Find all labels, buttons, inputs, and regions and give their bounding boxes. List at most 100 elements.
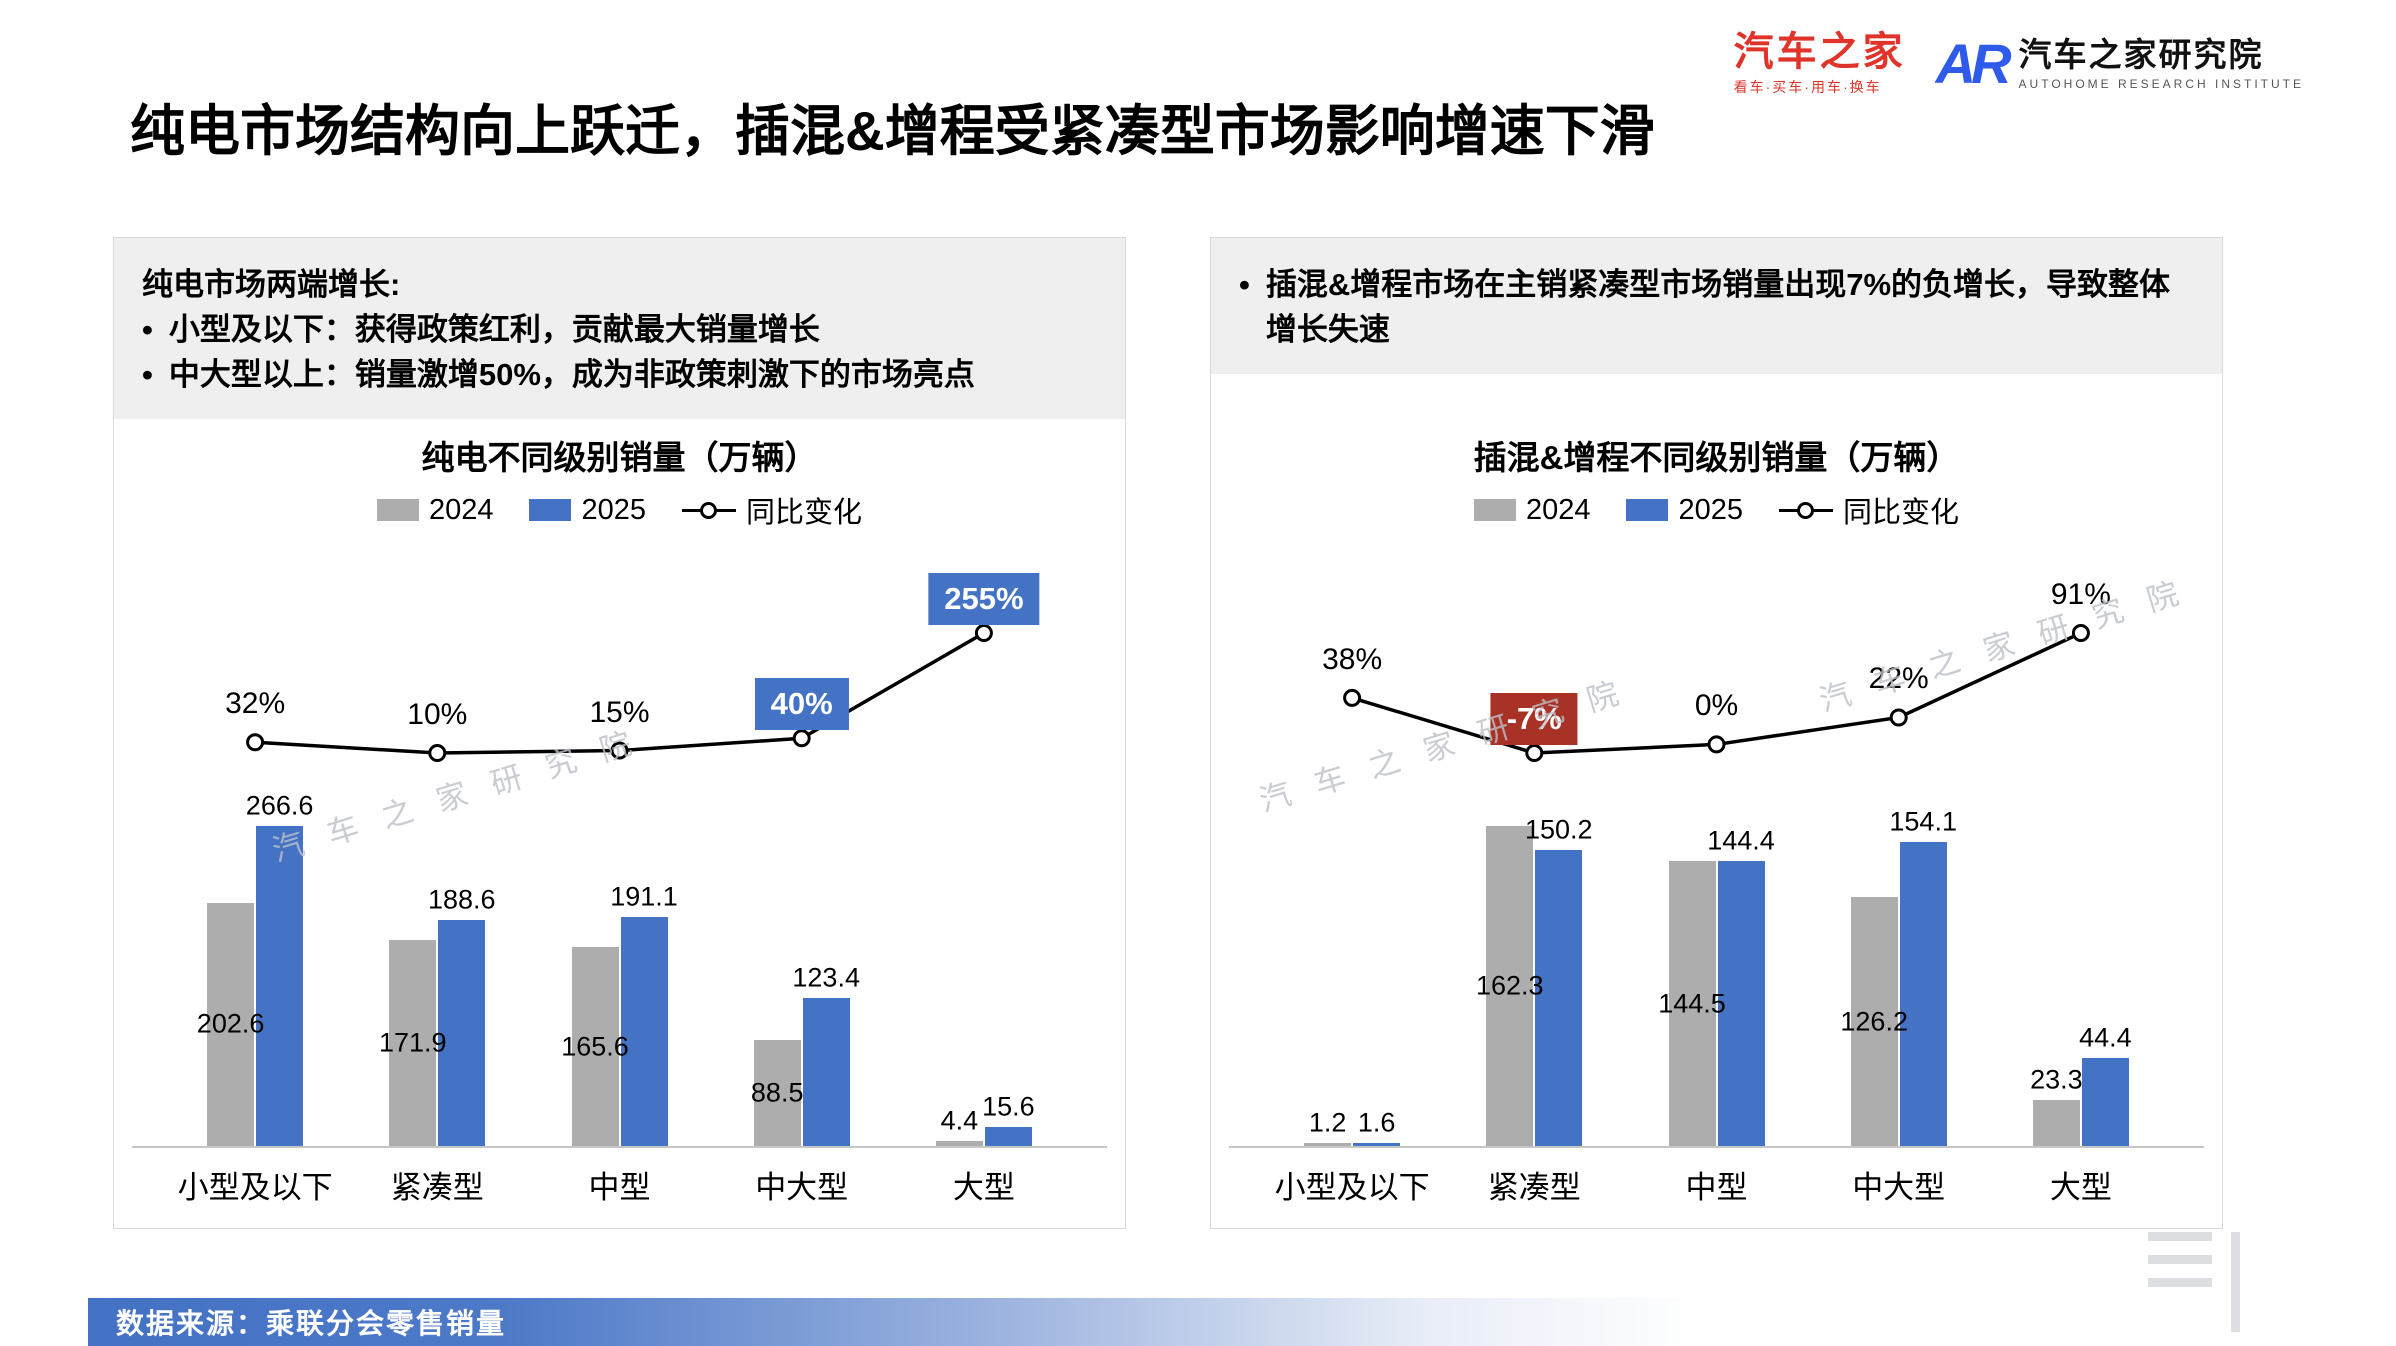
bar-2024-0 bbox=[207, 902, 255, 1146]
value-label-2024: 162.3 bbox=[1476, 970, 1544, 1001]
line-marker bbox=[428, 744, 447, 762]
legend-2024: 2024 bbox=[1473, 493, 1591, 527]
category-label: 中型 bbox=[1685, 1170, 1748, 1205]
value-label-2024: 126.2 bbox=[1840, 1006, 1908, 1037]
value-label-2025: 44.4 bbox=[2079, 1022, 2132, 1053]
legend-label-2024: 2024 bbox=[1525, 493, 1591, 526]
value-label-2024: 171.9 bbox=[379, 1027, 447, 1058]
bullet-dot: • bbox=[1239, 267, 1250, 302]
line-marker bbox=[1889, 708, 1908, 727]
category-label: 小型及以下 bbox=[1274, 1170, 1430, 1205]
institute-name-block: 汽车之家研究院 AUTOHOME RESEARCH INSTITUTE bbox=[2019, 36, 2304, 91]
legend-2025: 2025 bbox=[529, 494, 646, 527]
legend-swatch-2025 bbox=[529, 499, 572, 521]
category-label: 中型 bbox=[588, 1170, 651, 1205]
bar-2025-2 bbox=[620, 916, 668, 1146]
x-axis bbox=[132, 1146, 1107, 1148]
autohome-logo: 汽车之家 看车·买车·用车·换车 bbox=[1734, 30, 1906, 97]
value-label-2024: 1.2 bbox=[1308, 1107, 1347, 1138]
data-source-text: 数据来源：乘联分会零售销量 bbox=[116, 1308, 507, 1339]
line-marker bbox=[1707, 735, 1726, 754]
bar-2025-3 bbox=[1899, 842, 1947, 1146]
research-institute-logo: AR 汽车之家研究院 AUTOHOME RESEARCH INSTITUTE bbox=[1935, 31, 2304, 95]
legend-line-marker-icon bbox=[682, 499, 736, 521]
panel-phev: • 插混&增程市场在主销紧凑型市场销量出现7%的负增长，导致整体增长失速 插混&增… bbox=[1210, 237, 2223, 1229]
yoy-label: 10% bbox=[407, 698, 468, 731]
bar-2024-0 bbox=[1304, 1143, 1352, 1146]
bar-2025-4 bbox=[2081, 1058, 2129, 1146]
category-label: 紧凑型 bbox=[1487, 1170, 1581, 1205]
value-label-2024: 23.3 bbox=[2030, 1064, 2083, 1095]
legend-label-2025: 2025 bbox=[1678, 493, 1743, 526]
yoy-highlight-label: 255% bbox=[928, 573, 1040, 625]
bar-2024-3 bbox=[753, 1039, 801, 1146]
yoy-highlight-label: -7% bbox=[1490, 693, 1578, 745]
panel-bev-header-title: 纯电市场两端增长: bbox=[142, 267, 401, 302]
legend-line-marker-icon bbox=[1779, 499, 1833, 521]
bullet-item: • 中大型以上：销量激增50%，成为非政策刺激下的市场亮点 bbox=[142, 352, 1097, 397]
line-marker bbox=[246, 733, 265, 752]
bar-2025-4 bbox=[984, 1127, 1032, 1146]
yoy-label: 15% bbox=[589, 695, 650, 729]
line-marker bbox=[1525, 744, 1544, 762]
bar-2024-4 bbox=[935, 1140, 983, 1146]
legend-2025: 2025 bbox=[1626, 494, 1743, 527]
legend-swatch-2025 bbox=[1626, 499, 1669, 521]
bullet-item: • 小型及以下：获得政策红利，贡献最大销量增长 bbox=[142, 307, 1097, 352]
legend-2024: 2024 bbox=[376, 493, 494, 527]
legend-label-2025: 2025 bbox=[581, 493, 646, 526]
bar-2024-2 bbox=[571, 947, 619, 1146]
chart-bev-legend: 2024 2025 同比变化 bbox=[114, 489, 1125, 531]
chart-bev-title: 纯电不同级别销量（万辆） bbox=[421, 439, 818, 476]
value-label-2024: 165.6 bbox=[561, 1031, 629, 1062]
value-label-2025: 15.6 bbox=[982, 1091, 1035, 1122]
chart-phev-title: 插混&增程不同级别销量（万辆） bbox=[1473, 439, 1960, 476]
yoy-label: 32% bbox=[225, 687, 286, 721]
yoy-label: 22% bbox=[1868, 662, 1929, 696]
bev-bar-line-plot: 202.6 266.6 小型及以下 171.9 188.6 紧凑型 165.6 191.1 中型… bbox=[114, 423, 1125, 1223]
bar-2025-1 bbox=[438, 919, 486, 1146]
bar-2025-2 bbox=[1717, 861, 1765, 1146]
value-label-2025: 150.2 bbox=[1525, 814, 1593, 845]
legend-label-2024: 2024 bbox=[428, 493, 494, 526]
bullet-text: 插混&增程市场在主销紧凑型市场销量出现7%的负增长，导致整体增长失速 bbox=[1265, 267, 2171, 347]
panel-bev-header: 纯电市场两端增长: • 小型及以下：获得政策红利，贡献最大销量增长 • 中大型以上：… bbox=[114, 238, 1125, 419]
bar-2025-1 bbox=[1535, 849, 1583, 1146]
footer-source-bar: 数据来源：乘联分会零售销量 bbox=[88, 1298, 2396, 1346]
value-label-2025: 266.6 bbox=[245, 790, 314, 821]
chart-bev: 纯电不同级别销量（万辆） 2024 2025 同比变化 202.6 266.6 小型… bbox=[114, 423, 1125, 1223]
bullet-text: 小型及以下：获得政策红利，贡献最大销量增长 bbox=[168, 312, 820, 347]
institute-name-cn: 汽车之家研究院 bbox=[2018, 36, 2264, 73]
value-label-2025: 144.4 bbox=[1707, 825, 1775, 856]
logo-area: 汽车之家 看车·买车·用车·换车 AR 汽车之家研究院 AUTOHOME RES… bbox=[1734, 30, 2304, 97]
autohome-logo-text: 汽车之家 bbox=[1733, 30, 1906, 74]
category-label: 大型 bbox=[952, 1170, 1015, 1205]
legend-swatch-2024 bbox=[1473, 499, 1516, 521]
legend-label-yoy: 同比变化 bbox=[746, 497, 863, 529]
value-label-2024: 202.6 bbox=[196, 1008, 265, 1039]
bar-2024-1 bbox=[389, 939, 437, 1146]
category-label: 小型及以下 bbox=[177, 1170, 333, 1205]
bar-2024-3 bbox=[1850, 897, 1898, 1146]
yoy-trend-line bbox=[1343, 624, 2090, 762]
value-label-2025: 191.1 bbox=[610, 881, 678, 912]
line-marker bbox=[974, 624, 993, 642]
bullet-text: 中大型以上：销量激增50%，成为非政策刺激下的市场亮点 bbox=[168, 357, 975, 392]
panel-bev: 纯电市场两端增长: • 小型及以下：获得政策红利，贡献最大销量增长 • 中大型以上：… bbox=[113, 237, 1126, 1229]
bar-2024-4 bbox=[2032, 1100, 2080, 1146]
panel-phev-header: • 插混&增程市场在主销紧凑型市场销量出现7%的负增长，导致整体增长失速 bbox=[1211, 238, 2222, 374]
ar-logo-icon: AR bbox=[1935, 31, 2012, 95]
page-title: 纯电市场结构向上跃迁，插混&增程受紧凑型市场影响增速下滑 bbox=[130, 100, 1655, 162]
chart-phev: 插混&增程不同级别销量（万辆） 2024 2025 同比变化 1.2 1.6 小型及… bbox=[1211, 423, 2222, 1223]
value-label-2025: 188.6 bbox=[428, 884, 496, 915]
yoy-label: 38% bbox=[1322, 642, 1383, 676]
yoy-highlight-label: 40% bbox=[754, 678, 849, 731]
line-marker bbox=[610, 741, 629, 760]
x-axis bbox=[1229, 1146, 2204, 1148]
line-marker bbox=[1343, 688, 1362, 707]
chart-phev-legend: 2024 2025 同比变化 bbox=[1211, 489, 2222, 531]
bullet-dot: • bbox=[142, 357, 153, 392]
bar-2025-0 bbox=[1353, 1142, 1401, 1146]
render-artifact bbox=[2148, 1232, 2240, 1336]
